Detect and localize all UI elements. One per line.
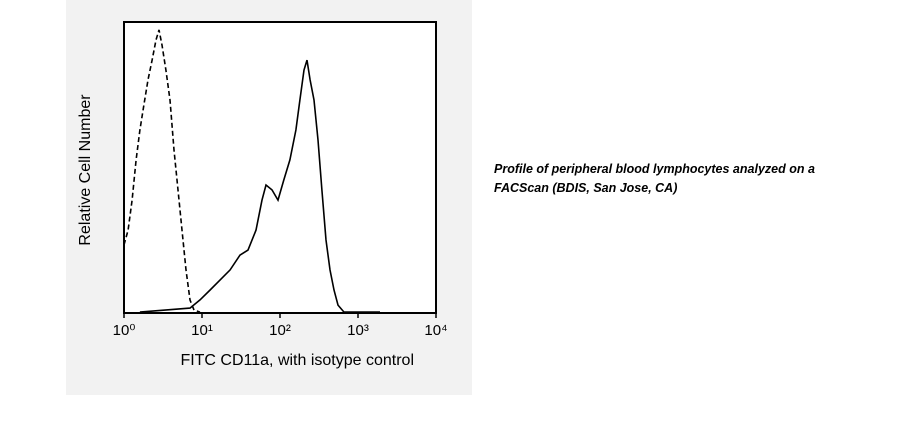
x-tick-label: 10⁴ [424, 322, 447, 339]
x-tick-label: 10² [269, 322, 291, 339]
x-tick-label: 10⁰ [113, 322, 136, 339]
histogram-line [123, 29, 201, 313]
y-axis-label: Relative Cell Number [77, 94, 94, 246]
histogram-line [139, 59, 380, 313]
annotation: Profile of peripheral blood lymphocytes … [494, 162, 815, 195]
x-tick-label: 10³ [347, 322, 369, 339]
x-axis-label: FITC CD11a, with isotype control [180, 352, 414, 369]
plot-frame [123, 21, 437, 314]
x-tick-label: 10¹ [191, 322, 213, 339]
